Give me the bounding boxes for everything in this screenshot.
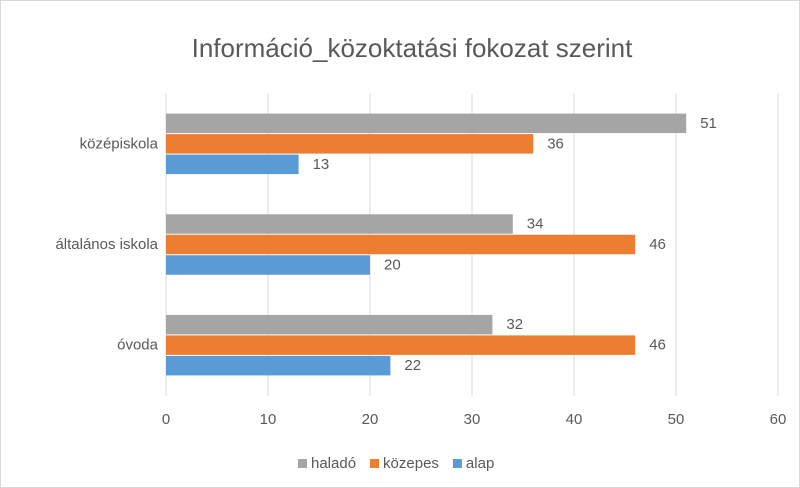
legend-label: közepes bbox=[383, 455, 439, 472]
x-tick-label: 50 bbox=[668, 411, 685, 428]
x-tick-label: 40 bbox=[566, 411, 583, 428]
bar bbox=[166, 154, 299, 175]
y-tick-label: középiskola bbox=[80, 135, 159, 152]
bar bbox=[166, 113, 687, 134]
legend-label: alap bbox=[466, 455, 494, 472]
data-label: 20 bbox=[384, 256, 401, 273]
bar bbox=[166, 255, 370, 275]
x-tick-label: 0 bbox=[162, 411, 170, 428]
data-label: 34 bbox=[527, 215, 544, 232]
bar bbox=[166, 314, 493, 335]
data-label: 36 bbox=[547, 135, 564, 152]
y-tick-label: általános iskola bbox=[55, 236, 158, 253]
legend-swatch bbox=[370, 459, 380, 468]
x-tick-label: 10 bbox=[260, 411, 277, 428]
data-label: 13 bbox=[313, 156, 330, 173]
legend-swatch bbox=[298, 459, 307, 468]
bar bbox=[166, 134, 534, 154]
x-tick-label: 20 bbox=[362, 411, 379, 428]
bar bbox=[166, 234, 636, 255]
x-tick-label: 30 bbox=[464, 411, 481, 428]
bar bbox=[166, 214, 513, 234]
data-label: 46 bbox=[649, 236, 666, 253]
data-label: 32 bbox=[506, 316, 523, 333]
data-label: 22 bbox=[404, 357, 421, 374]
data-label: 46 bbox=[649, 337, 666, 354]
x-tick-label: 60 bbox=[770, 411, 787, 428]
chart-title: Információ_közoktatási fokozat szerint bbox=[192, 33, 634, 63]
data-label: 51 bbox=[700, 115, 717, 132]
legend-swatch bbox=[452, 459, 462, 468]
bar bbox=[166, 335, 636, 355]
y-tick-label: óvoda bbox=[117, 337, 159, 354]
bar bbox=[166, 355, 391, 376]
legend-label: haladó bbox=[311, 455, 356, 472]
